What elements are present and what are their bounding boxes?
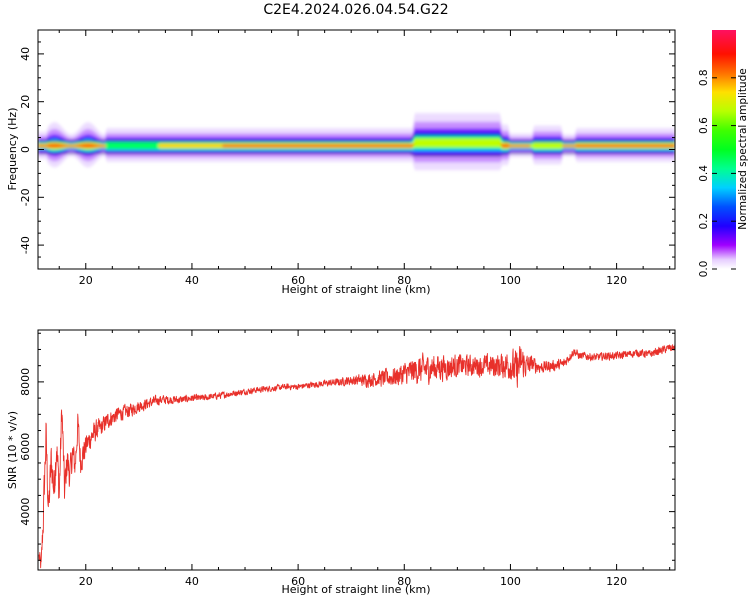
- spectrogram-band-edge: [38, 134, 675, 142]
- spectrogram-ytick-label: -20: [19, 188, 32, 206]
- spectrogram-ytick-label: 0: [19, 146, 32, 153]
- colorbar-ticks: 0.0 0.2 0.4 0.6 0.8: [698, 69, 736, 277]
- spectrogram-xtick-label: 80: [397, 274, 411, 287]
- snr-xtick-label: 80: [397, 575, 411, 588]
- snr-ylabel: SNR (10 * v/v): [6, 411, 19, 489]
- colorbar-scale: [712, 30, 736, 269]
- snr-frame: [37, 329, 676, 571]
- snr-ytick-label: 6000: [19, 433, 32, 461]
- snr-xtick-label: 20: [79, 575, 93, 588]
- spectrogram-ytick-label: 20: [19, 95, 32, 109]
- snr-ytick-label: 8000: [19, 368, 32, 396]
- spectrogram-amplitude-layer: [38, 143, 675, 148]
- colorbar-tick-label: 0.8: [698, 69, 710, 86]
- colorbar-label: Normalized spectral amplitude: [737, 68, 749, 229]
- colorbar: 0.0 0.2 0.4 0.6 0.8 Normalized spectral ampl…: [698, 30, 749, 277]
- spectrogram-xtick-label: 20: [79, 274, 93, 287]
- snr-xlabel: Height of straight line (km): [281, 583, 430, 596]
- spectrogram-band: [38, 113, 675, 171]
- colorbar-tick-label: 0.2: [698, 213, 710, 230]
- spectrogram-xtick-label: 60: [291, 274, 305, 287]
- snr-panel: 20 40 60 80 100 120 4000 6000 8000 Height of str…: [6, 329, 676, 596]
- snr-xtick-label: 60: [291, 575, 305, 588]
- spectrogram-band-edge: [38, 152, 675, 157]
- spectrogram-ytick-label: -40: [19, 236, 32, 254]
- spectrogram-ylabel: Frequency (Hz): [6, 108, 19, 191]
- colorbar-tick-label: 0.0: [698, 261, 710, 278]
- spectrogram-xlabel: Height of straight line (km): [281, 283, 430, 296]
- snr-xtick-label: 40: [185, 575, 199, 588]
- spectrogram-xtick-label: 120: [606, 274, 627, 287]
- spectrogram-panel: 20 40 60 80 100 120 -40 -20 0 20 40 Height of stra…: [6, 29, 676, 296]
- spectrogram-xtick-label: 100: [500, 274, 521, 287]
- figure-title: C2E4.2024.026.04.54.G22: [263, 2, 448, 18]
- snr-series-line: [38, 344, 675, 569]
- spectrogram-ytick-label: 40: [19, 47, 32, 61]
- spectrogram-ticks: 20 40 60 80 100 120 -40 -20 0 20 40: [19, 29, 675, 287]
- colorbar-tick-label: 0.4: [698, 165, 710, 182]
- snr-xtick-label: 100: [500, 575, 521, 588]
- colorbar-tick-label: 0.6: [698, 117, 710, 134]
- snr-ytick-label: 4000: [19, 498, 32, 526]
- snr-ticks: 20 40 60 80 100 120 4000 6000 8000: [19, 330, 675, 588]
- snr-xtick-label: 120: [606, 575, 627, 588]
- spectrogram-xtick-label: 40: [185, 274, 199, 287]
